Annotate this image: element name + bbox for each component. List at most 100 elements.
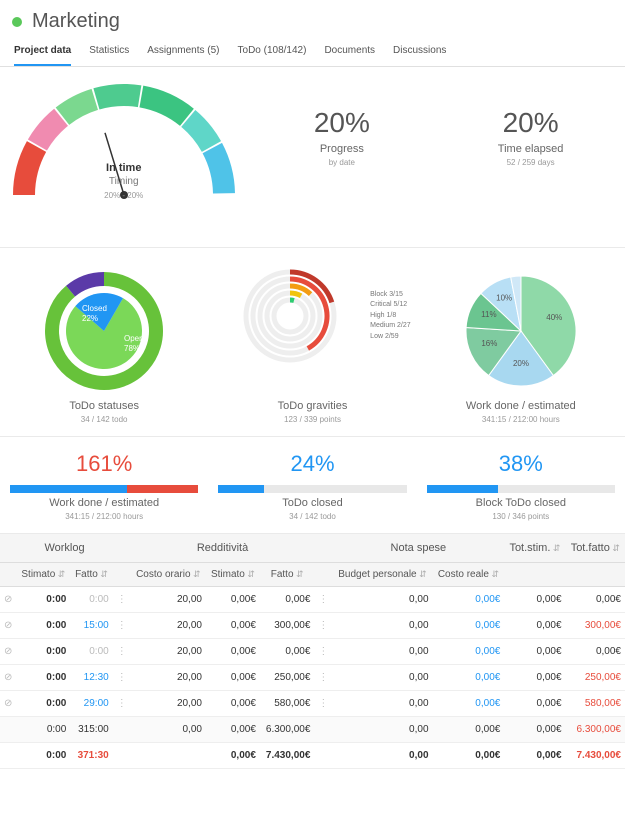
svg-text:Open: Open bbox=[124, 334, 144, 343]
svg-text:10%: 10% bbox=[496, 293, 512, 302]
donut-row: Closed22%Open78% ToDo statuses 34 / 142 … bbox=[0, 248, 625, 437]
tab-todo-[interactable]: ToDo (108/142) bbox=[238, 39, 307, 66]
svg-text:40%: 40% bbox=[546, 313, 562, 322]
edit-icon[interactable]: ⋮ bbox=[113, 613, 131, 639]
cell: 0,00 bbox=[332, 691, 432, 717]
tab-project-data[interactable]: Project data bbox=[14, 39, 71, 66]
cell: 20,00 bbox=[131, 691, 206, 717]
stat-label: ToDo closed bbox=[218, 497, 406, 509]
row-icon[interactable]: ⊘ bbox=[0, 665, 16, 691]
svg-text:Closed: Closed bbox=[82, 304, 107, 313]
cell: 0,00€ bbox=[206, 639, 260, 665]
workdone-sub: 341:15 / 212:00 hours bbox=[423, 415, 619, 424]
edit-icon[interactable]: ⋮ bbox=[113, 665, 131, 691]
svg-text:16%: 16% bbox=[481, 339, 497, 348]
legend-item: Low 2/59 bbox=[370, 332, 410, 343]
todo-status-panel: Closed22%Open78% ToDo statuses 34 / 142 … bbox=[0, 248, 208, 436]
column-header[interactable]: Costo reale bbox=[433, 563, 505, 587]
cell: 0,00 bbox=[332, 639, 432, 665]
stat-sub: 341:15 / 212:00 hours bbox=[10, 512, 198, 521]
tab-discussions[interactable]: Discussions bbox=[393, 39, 446, 66]
column-header[interactable] bbox=[314, 563, 332, 587]
stat-sub: 34 / 142 todo bbox=[218, 512, 406, 521]
todo-status-sub: 34 / 142 todo bbox=[6, 415, 202, 424]
cell: 20,00 bbox=[131, 665, 206, 691]
summary-row: In time Timing 20% - 20% 20% Progress by… bbox=[0, 67, 625, 248]
stat-bar bbox=[10, 485, 198, 493]
legend-item: Critical 5/12 bbox=[370, 300, 410, 311]
stat-panel: 38% Block ToDo closed 130 / 346 points bbox=[417, 437, 625, 533]
row-icon[interactable]: ⊘ bbox=[0, 613, 16, 639]
gauge-range: 20% - 20% bbox=[104, 191, 143, 200]
svg-text:20%: 20% bbox=[513, 359, 529, 368]
row-icon[interactable]: ⊘ bbox=[0, 587, 16, 613]
table-group-row: WorklogRedditivitàNota speseTot.stim.Tot… bbox=[0, 534, 625, 563]
stat-bar bbox=[427, 485, 615, 493]
stat-pct: 24% bbox=[218, 451, 406, 477]
gauge-panel: In time Timing 20% - 20% bbox=[0, 67, 247, 247]
tab-statistics[interactable]: Statistics bbox=[89, 39, 129, 66]
column-header[interactable] bbox=[504, 563, 565, 587]
cell: 0,00€ bbox=[260, 639, 315, 665]
stat-pct: 38% bbox=[427, 451, 615, 477]
cell: 0:00 bbox=[16, 587, 70, 613]
tab-documents[interactable]: Documents bbox=[324, 39, 375, 66]
legend-item: Medium 2/27 bbox=[370, 321, 410, 332]
column-header[interactable]: Budget personale bbox=[332, 563, 432, 587]
status-dot bbox=[12, 17, 22, 27]
cell: 0,00 bbox=[332, 613, 432, 639]
cell: 0,00 bbox=[332, 587, 432, 613]
cell: 0,00€ bbox=[433, 665, 505, 691]
stat-label: Work done / estimated bbox=[10, 497, 198, 509]
column-header[interactable]: Fatto bbox=[70, 563, 112, 587]
workdone-title: Work done / estimated bbox=[423, 400, 619, 412]
cell: 20,00 bbox=[131, 613, 206, 639]
column-header[interactable]: Fatto bbox=[260, 563, 315, 587]
row-icon[interactable]: ⊘ bbox=[0, 691, 16, 717]
workdone-pie: 40%20%16%11%10% bbox=[451, 266, 591, 396]
cell: 0,00€ bbox=[566, 639, 625, 665]
elapsed-sub: 52 / 259 days bbox=[442, 158, 619, 167]
cell: 0,00€ bbox=[206, 587, 260, 613]
edit-icon[interactable]: ⋮ bbox=[314, 587, 332, 613]
edit-icon[interactable]: ⋮ bbox=[314, 665, 332, 691]
table-row: ⊘ 0:00 12:30 ⋮ 20,00 0,00€ 250,00€ ⋮ 0,0… bbox=[0, 665, 625, 691]
column-header[interactable]: Stimato bbox=[16, 563, 70, 587]
edit-icon[interactable]: ⋮ bbox=[113, 639, 131, 665]
svg-text:22%: 22% bbox=[82, 314, 98, 323]
gauge-labels: In time Timing 20% - 20% bbox=[104, 162, 143, 200]
cell: 0,00€ bbox=[504, 613, 565, 639]
cell: 0,00€ bbox=[433, 587, 505, 613]
cell: 0,00€ bbox=[206, 613, 260, 639]
gauge-timing: Timing bbox=[104, 176, 143, 187]
table-row: ⊘ 0:00 29:00 ⋮ 20,00 0,00€ 580,00€ ⋮ 0,0… bbox=[0, 691, 625, 717]
column-header[interactable] bbox=[0, 563, 16, 587]
gravities-title: ToDo gravities bbox=[214, 400, 410, 412]
edit-icon[interactable]: ⋮ bbox=[314, 639, 332, 665]
edit-icon[interactable]: ⋮ bbox=[113, 691, 131, 717]
progress-pct: 20% bbox=[253, 107, 430, 139]
edit-icon[interactable]: ⋮ bbox=[314, 613, 332, 639]
column-header[interactable]: Costo orario bbox=[131, 563, 206, 587]
cell: 12:30 bbox=[70, 665, 112, 691]
cell: 20,00 bbox=[131, 639, 206, 665]
column-header[interactable] bbox=[113, 563, 131, 587]
progress-panel: 20% Progress by date bbox=[247, 67, 436, 247]
row-icon[interactable]: ⊘ bbox=[0, 639, 16, 665]
cell: 0,00€ bbox=[260, 587, 315, 613]
column-header[interactable]: Stimato bbox=[206, 563, 260, 587]
elapsed-label: Time elapsed bbox=[442, 143, 619, 155]
column-header[interactable] bbox=[566, 563, 625, 587]
cell: 0,00€ bbox=[504, 691, 565, 717]
edit-icon[interactable]: ⋮ bbox=[113, 587, 131, 613]
cell: 29:00 bbox=[70, 691, 112, 717]
table-row: ⊘ 0:00 15:00 ⋮ 20,00 0,00€ 300,00€ ⋮ 0,0… bbox=[0, 613, 625, 639]
tabs: Project data Statistics Assignments (5) ToD… bbox=[0, 39, 625, 67]
cell: 0:00 bbox=[70, 587, 112, 613]
stats-row: 161% Work done / estimated 341:15 / 212:… bbox=[0, 437, 625, 534]
elapsed-panel: 20% Time elapsed 52 / 259 days bbox=[436, 67, 625, 247]
stat-panel: 24% ToDo closed 34 / 142 todo bbox=[208, 437, 416, 533]
gravities-panel: Block 3/15Critical 5/12High 1/8Medium 2/… bbox=[208, 248, 416, 436]
tab-assignments-[interactable]: Assignments (5) bbox=[147, 39, 219, 66]
edit-icon[interactable]: ⋮ bbox=[314, 691, 332, 717]
